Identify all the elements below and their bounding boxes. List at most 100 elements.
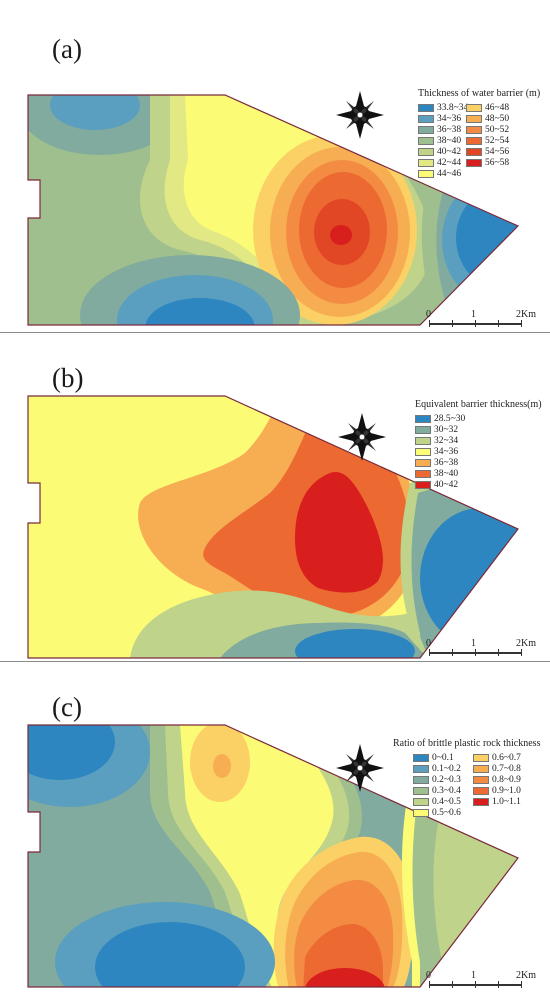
legend-grid-b: 28.5~30 30~32 32~34 34~36 36~38 38~40 40~42 [415, 413, 542, 490]
legend-item: 42~44 [418, 157, 462, 168]
legend-swatch [418, 136, 434, 145]
legend-swatch [418, 125, 434, 134]
legend-swatch [466, 103, 482, 112]
legend-item: 34~36 [418, 113, 462, 124]
legend-label: 36~38 [434, 457, 459, 468]
legend-swatch [418, 147, 434, 156]
legend-swatch [418, 103, 434, 112]
legend-item: 0.9~1.0 [473, 785, 529, 796]
legend-label: 0.6~0.7 [492, 752, 521, 763]
legend-label: 32~34 [434, 435, 459, 446]
legend-label: 40~42 [437, 146, 462, 157]
legend-item: 0.2~0.3 [413, 774, 469, 785]
legend-label: 34~36 [437, 113, 462, 124]
legend-label: 0.1~0.2 [432, 763, 461, 774]
panel-label-b: (b) [52, 363, 84, 393]
legend-label: 0.3~0.4 [432, 785, 461, 796]
legend-swatch [418, 158, 434, 167]
boundary-b [27, 395, 519, 659]
legend-swatch [473, 786, 489, 795]
panel-c: (c) Ratio of brittle plastic rock thickn… [0, 662, 550, 993]
legend-swatch [473, 764, 489, 773]
legend-label: 50~52 [485, 124, 510, 135]
scale-label-0: 0 [426, 970, 431, 981]
panel-b: (b) Equivalent barrier thickness(m) 28.5… [0, 333, 550, 661]
legend-label: 54~56 [485, 146, 510, 157]
legend-item: 0.7~0.8 [473, 763, 529, 774]
legend-label: 34~36 [434, 446, 459, 457]
legend-item: 0.4~0.5 [413, 796, 469, 807]
legend-label: 0.9~1.0 [492, 785, 521, 796]
scale-label-1: 1 [471, 309, 476, 320]
legend-swatch [466, 136, 482, 145]
legend-item: 34~36 [415, 446, 475, 457]
legend-label: 28.5~30 [434, 413, 466, 424]
legend-swatch [415, 436, 431, 445]
legend-swatch [413, 753, 429, 762]
legend-label: 0.5~0.6 [432, 807, 461, 818]
legend-title-c: Ratio of brittle plastic rock thickness [393, 738, 541, 749]
legend-label: 46~48 [485, 102, 510, 113]
legend-item: 50~52 [466, 124, 510, 135]
legend-item: 56~58 [466, 157, 510, 168]
legend-swatch [413, 764, 429, 773]
legend-swatch [415, 469, 431, 478]
legend-title-b: Equivalent barrier thickness(m) [415, 399, 542, 410]
map-a [27, 91, 520, 326]
legend-item: 38~40 [415, 468, 475, 479]
legend-label: 0.4~0.5 [432, 796, 461, 807]
legend-label: 0.8~0.9 [492, 774, 521, 785]
legend-item: 38~40 [418, 135, 462, 146]
legend-label: 33.8~34 [437, 102, 469, 113]
legend-c: Ratio of brittle plastic rock thickness … [393, 738, 540, 818]
legend-item: 46~48 [466, 102, 510, 113]
legend-item: 0.6~0.7 [473, 752, 529, 763]
scale-label-2: 2Km [516, 309, 536, 320]
panel-label-a: (a) [52, 34, 82, 64]
legend-label: 0~0.1 [432, 752, 454, 763]
legend-label: 0.7~0.8 [492, 763, 521, 774]
legend-label: 36~38 [437, 124, 462, 135]
contour-fill-c [28, 725, 518, 987]
legend-label: 38~40 [437, 135, 462, 146]
legend-swatch [413, 775, 429, 784]
legend-swatch [473, 753, 489, 762]
map-b [27, 395, 519, 659]
legend-item: 0.3~0.4 [413, 785, 469, 796]
legend-swatch [473, 797, 489, 806]
legend-label: 1.0~1.1 [492, 796, 521, 807]
legend-item: 40~42 [415, 479, 475, 490]
scale-bar-b: 0 1 2Km [424, 638, 539, 664]
legend-swatch [473, 775, 489, 784]
legend-b: Equivalent barrier thickness(m) 28.5~30 3… [415, 399, 542, 490]
contour-fill-a [28, 95, 518, 325]
divider [0, 332, 550, 333]
legend-swatch [466, 147, 482, 156]
legend-swatch [413, 808, 429, 817]
legend-item: 48~50 [466, 113, 510, 124]
legend-label: 42~44 [437, 157, 462, 168]
legend-item: 40~42 [418, 146, 462, 157]
legend-label: 30~32 [434, 424, 459, 435]
legend-item: 28.5~30 [415, 413, 475, 424]
legend-label: 48~50 [485, 113, 510, 124]
legend-grid-a: 33.8~34 34~36 36~38 38~40 40~42 42~44 44~46 46~… [418, 102, 540, 179]
legend-swatch [415, 458, 431, 467]
legend-item: 33.8~34 [418, 102, 468, 113]
legend-swatch [415, 425, 431, 434]
legend-item: 36~38 [418, 124, 462, 135]
legend-swatch [415, 480, 431, 489]
legend-swatch [466, 125, 482, 134]
panel-a: (a) Thickness of water barrier (m) 33.8~… [0, 0, 550, 332]
scale-label-2: 2Km [516, 638, 536, 649]
boundary-c [27, 724, 519, 988]
legend-label: 0.2~0.3 [432, 774, 461, 785]
legend-label: 38~40 [434, 468, 459, 479]
legend-label: 52~54 [485, 135, 510, 146]
legend-swatch [466, 114, 482, 123]
legend-title-a: Thickness of water barrier (m) [418, 88, 541, 99]
legend-swatch [413, 786, 429, 795]
scale-label-0: 0 [426, 309, 431, 320]
scale-bar-c: 0 1 2Km [424, 970, 539, 996]
north-arrow-icon [338, 413, 386, 461]
